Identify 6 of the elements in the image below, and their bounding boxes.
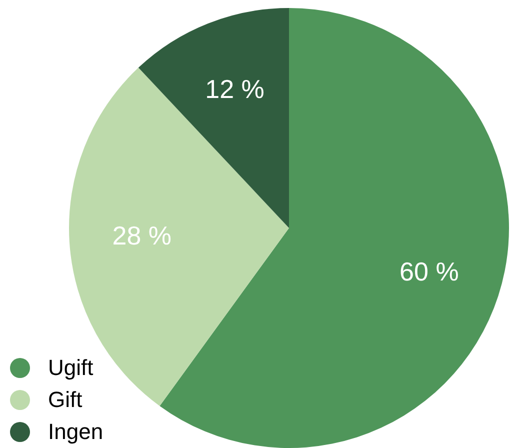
legend-label: Ugift bbox=[48, 354, 94, 382]
data-label: 28 % bbox=[112, 220, 172, 250]
legend-label: Ingen bbox=[48, 418, 104, 446]
data-label: 12 % bbox=[205, 74, 264, 104]
data-label: 60 % bbox=[400, 256, 459, 287]
legend-label: Gift bbox=[48, 386, 82, 414]
